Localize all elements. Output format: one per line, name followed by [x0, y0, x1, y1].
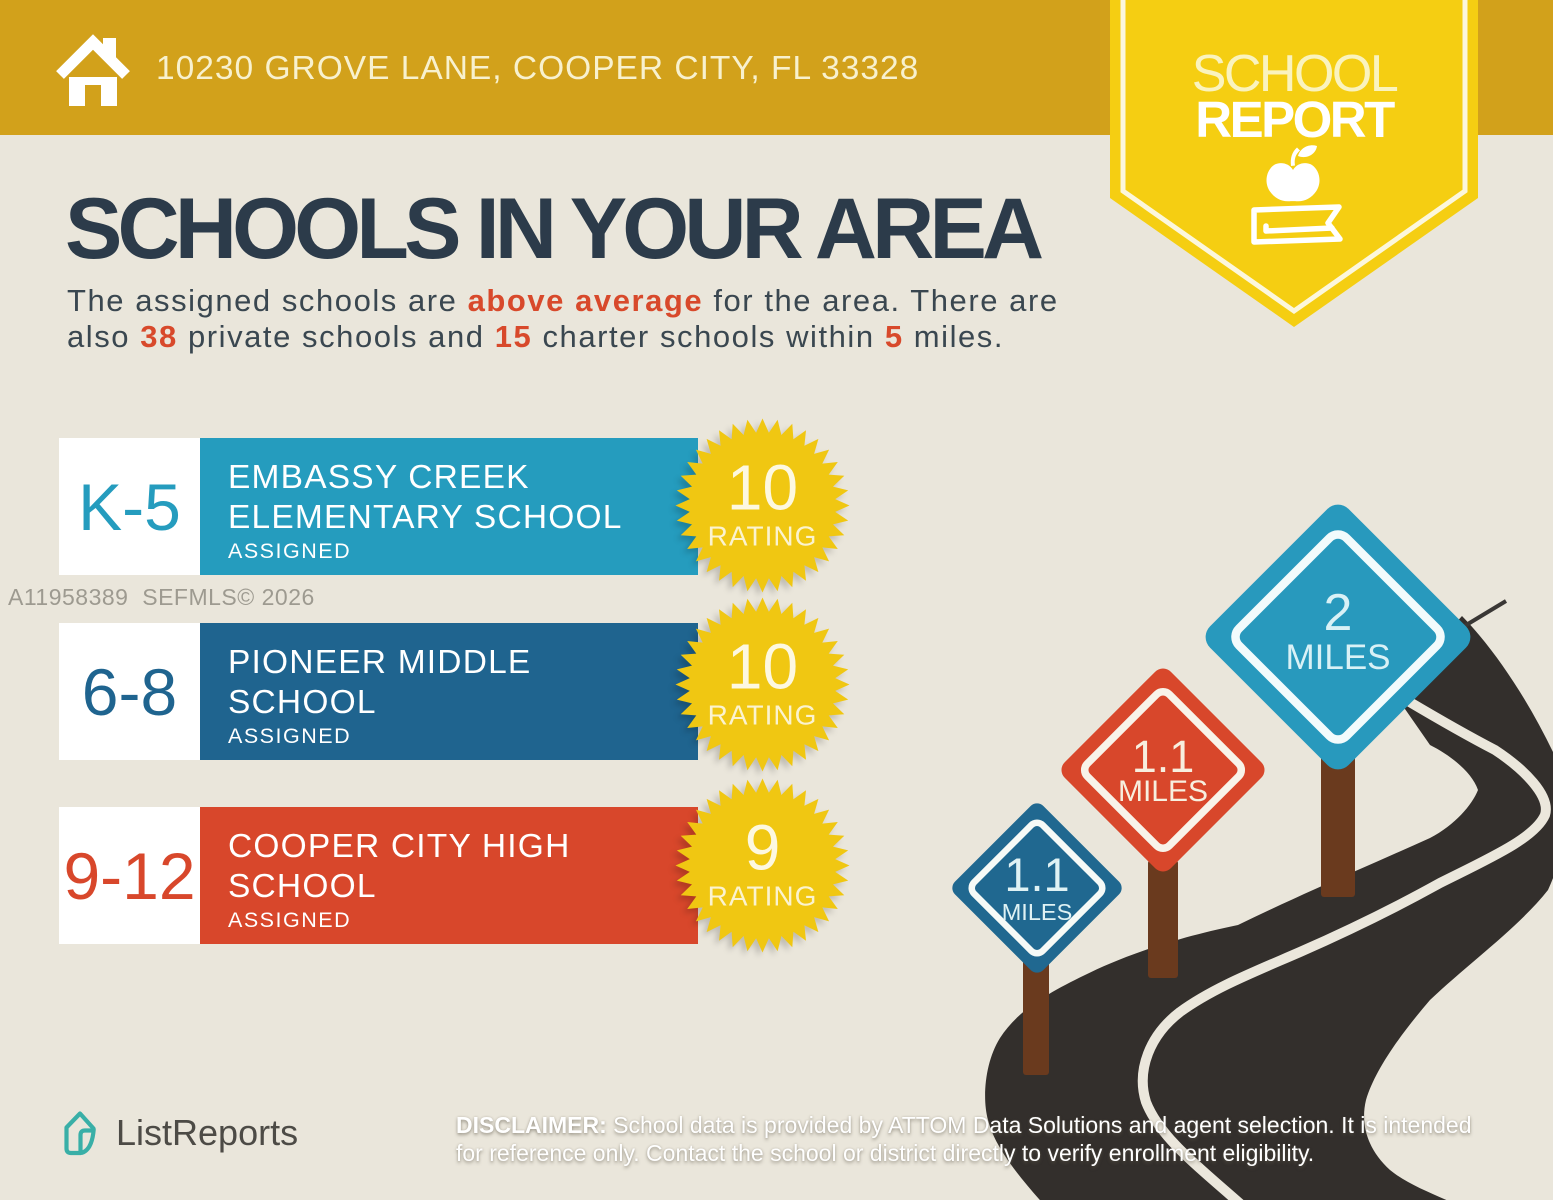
svg-text:2: 2 [1324, 584, 1353, 642]
svg-text:RATING: RATING [708, 521, 818, 552]
svg-text:MILES: MILES [1285, 638, 1390, 677]
svg-text:10: 10 [727, 631, 798, 703]
svg-text:1.1: 1.1 [1132, 731, 1195, 782]
svg-text:MILES: MILES [1002, 899, 1073, 925]
svg-text:SCHOOL: SCHOOL [1192, 45, 1398, 103]
svg-text:MILES: MILES [1118, 775, 1208, 808]
svg-text:REPORT: REPORT [1195, 91, 1395, 148]
svg-text:RATING: RATING [708, 881, 818, 912]
svg-text:1.1: 1.1 [1004, 848, 1069, 901]
svg-text:10: 10 [727, 452, 798, 524]
svg-text:9: 9 [745, 812, 781, 884]
svg-text:RATING: RATING [708, 700, 818, 731]
